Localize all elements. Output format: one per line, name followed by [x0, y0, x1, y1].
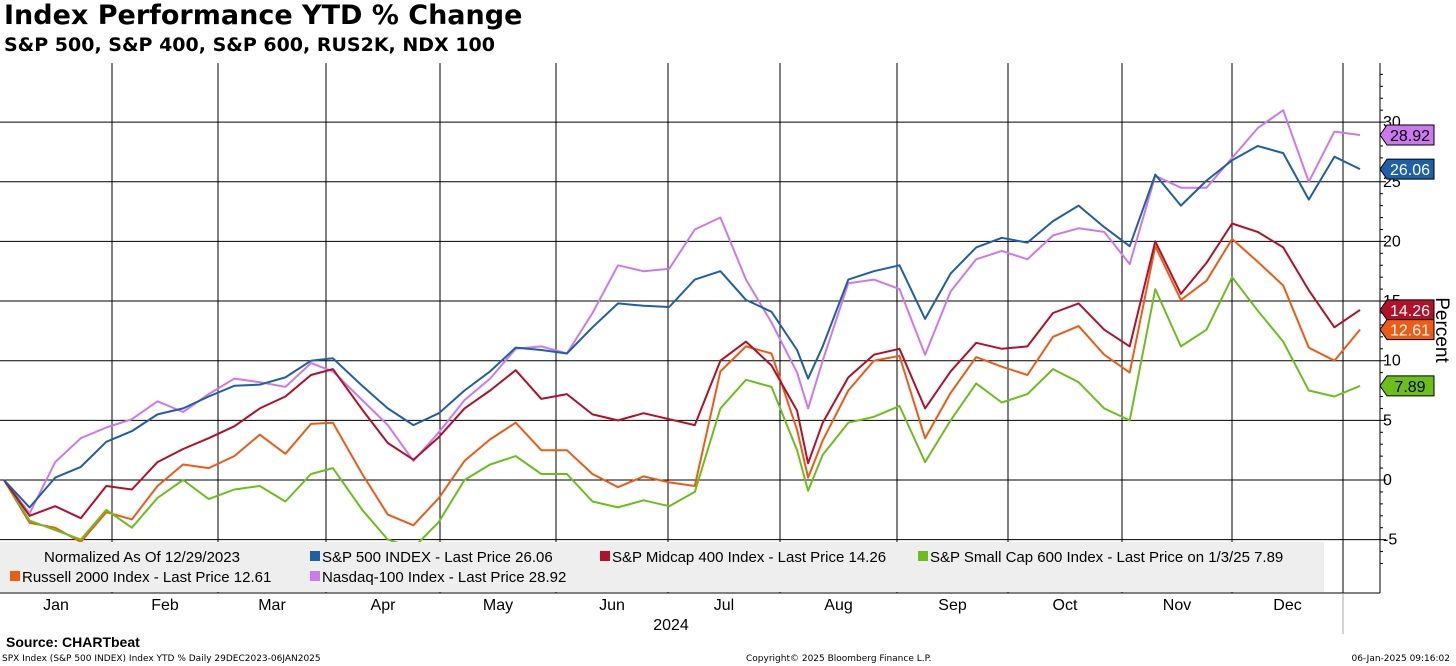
last-value-label: 12.61 [1379, 319, 1435, 341]
legend-label: Nasdaq-100 Index - Last Price 28.92 [322, 569, 566, 586]
horizontal-gridlines [0, 121, 1380, 541]
y-tick-label: 0 [1383, 472, 1392, 489]
last-value-label: 28.92 [1379, 124, 1435, 146]
series-line-russell-2000-index [3, 238, 1361, 543]
svg-text:12.61: 12.61 [1390, 323, 1430, 340]
x-tick-label-may: May [483, 597, 513, 614]
svg-text:26.06: 26.06 [1390, 162, 1430, 179]
series-line-s-p-500-index [3, 145, 1361, 509]
legend-item: S&P 500 INDEX - Last Price 26.06 [310, 549, 553, 566]
footer-description: SPX Index (S&P 500 INDEX) Index YTD % Da… [2, 654, 321, 664]
last-value-label: 7.89 [1379, 375, 1435, 397]
x-tick-label-jan: Jan [43, 597, 69, 614]
legend-note: Normalized As Of 12/29/2023 [44, 549, 240, 566]
x-tick-label-apr: Apr [371, 597, 397, 614]
legend: Normalized As Of 12/29/2023 S&P 500 INDE… [0, 542, 1324, 592]
x-tick-label-dec: Dec [1273, 597, 1301, 614]
chart-title: Index Performance YTD % Change [4, 0, 523, 31]
svg-text:28.92: 28.92 [1390, 128, 1430, 145]
source-note: Source: CHARTbeat [6, 634, 140, 650]
series-lines [3, 109, 1361, 549]
legend-item: Russell 2000 Index - Last Price 12.61 [10, 569, 271, 586]
legend-swatch [310, 551, 320, 561]
x-axis-ticks: Jan Feb Mar Apr May Jun Jul Aug Sep Oct Nov Dec [43, 597, 1302, 614]
legend-swatch [310, 571, 320, 581]
y-tick-label: 5 [1383, 412, 1392, 429]
svg-text:7.89: 7.89 [1394, 379, 1425, 396]
legend-label: S&P Midcap 400 Index - Last Price 14.26 [612, 549, 886, 566]
y-tick-label: 10 [1383, 353, 1401, 370]
x-tick-label-jun: Jun [599, 597, 625, 614]
last-value-label: 14.26 [1379, 299, 1435, 321]
x-tick-label-nov: Nov [1163, 597, 1191, 614]
legend-label: Russell 2000 Index - Last Price 12.61 [22, 569, 271, 586]
x-tick-label-sep: Sep [938, 597, 967, 614]
x-axis-year-label: 2024 [653, 617, 689, 634]
legend-swatch [918, 551, 928, 561]
svg-text:14.26: 14.26 [1390, 303, 1430, 320]
legend-background [0, 542, 1324, 592]
x-tick-label-aug: Aug [824, 597, 852, 614]
legend-label: S&P Small Cap 600 Index - Last Price on … [930, 549, 1283, 566]
chart-subtitle: S&P 500, S&P 400, S&P 600, RUS2K, NDX 10… [4, 34, 495, 56]
x-tick-label-jul: Jul [714, 597, 734, 614]
x-tick-label-mar: Mar [258, 597, 286, 614]
series-line-s-p-midcap-400-index [3, 222, 1361, 520]
legend-swatch [10, 571, 20, 581]
legend-label: S&P 500 INDEX - Last Price 26.06 [322, 549, 553, 566]
y-tick-label: 20 [1383, 233, 1401, 250]
last-value-labels: 26.06 14.26 7.89 12.61 28.92 [1379, 124, 1435, 397]
x-tick-label-oct: Oct [1053, 597, 1078, 614]
y-axis-label: Percent [1431, 297, 1452, 363]
x-tick-label-feb: Feb [151, 597, 179, 614]
vertical-gridlines [111, 63, 1344, 593]
y-tick-label: -5 [1383, 532, 1397, 549]
legend-item: Nasdaq-100 Index - Last Price 28.92 [310, 569, 566, 586]
footer-copyright: Copyright© 2025 Bloomberg Finance L.P. [746, 654, 932, 664]
legend-item: S&P Small Cap 600 Index - Last Price on … [918, 549, 1283, 566]
last-value-label: 26.06 [1379, 158, 1435, 180]
series-line-nasdaq-100-index [3, 109, 1361, 515]
legend-item: S&P Midcap 400 Index - Last Price 14.26 [600, 549, 886, 566]
series-line-s-p-small-cap-600-index [3, 276, 1361, 549]
footer-timestamp: 06-Jan-2025 09:16:02 [1351, 654, 1450, 664]
legend-swatch [600, 551, 610, 561]
